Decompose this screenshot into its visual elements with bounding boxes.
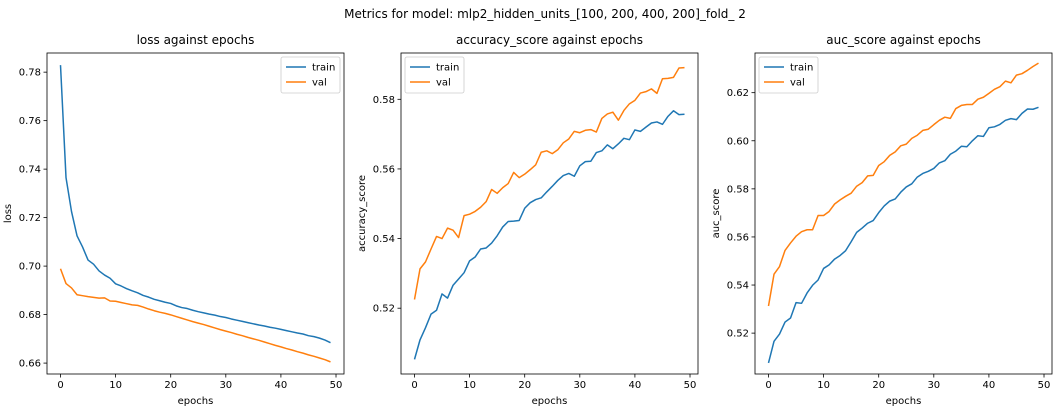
auc-xtick-label: 10 <box>817 380 830 391</box>
auc-xtick-label: 50 <box>1038 380 1051 391</box>
figure-suptitle: Metrics for model: mlp2_hidden_units_[10… <box>344 7 746 21</box>
loss-ytick-label: 0.70 <box>19 262 41 273</box>
accuracy-chart-title: accuracy_score against epochs <box>456 33 643 47</box>
accuracy-xtick-label: 0 <box>411 380 417 391</box>
auc-xtick-label: 0 <box>765 380 771 391</box>
loss-series-val-line <box>59 268 331 363</box>
loss-ytick-label: 0.74 <box>19 165 41 176</box>
loss-xtick-label: 40 <box>275 380 288 391</box>
loss-legend: train val <box>280 56 341 94</box>
loss-xtick-label: 30 <box>219 380 232 391</box>
accuracy-legend: train val <box>404 56 465 94</box>
loss-series-train-line <box>59 65 331 344</box>
accuracy-legend-label-val: val <box>436 78 451 89</box>
auc-xtick-label: 40 <box>983 380 996 391</box>
auc-x-axis-label: epochs <box>886 396 922 407</box>
accuracy-xtick-label: 50 <box>684 380 697 391</box>
accuracy-ytick-label: 0.58 <box>373 95 395 106</box>
accuracy-legend-label-train: train <box>436 63 459 74</box>
accuracy-axes-frame <box>400 52 699 375</box>
accuracy-xtick-label: 20 <box>518 380 531 391</box>
accuracy-series-val-line <box>413 66 685 300</box>
auc-y-axis-label: auc_score <box>711 189 722 239</box>
loss-legend-box <box>280 56 341 94</box>
loss-legend-label-train: train <box>312 63 335 74</box>
loss-ytick-label: 0.76 <box>19 116 41 127</box>
auc-ytick-label: 0.62 <box>727 88 749 99</box>
auc-ytick-label: 0.60 <box>727 136 749 147</box>
loss-chart-title: loss against epochs <box>137 33 255 47</box>
accuracy-ytick-label: 0.52 <box>373 304 395 315</box>
loss-y-axis-label: loss <box>3 204 14 223</box>
auc-legend-label-train: train <box>790 63 813 74</box>
loss-ytick-label: 0.66 <box>19 359 41 370</box>
auc-ytick-label: 0.58 <box>727 184 749 195</box>
loss-legend-label-val: val <box>312 78 327 89</box>
auc-ytick-label: 0.54 <box>727 281 749 292</box>
loss-axes-frame <box>46 52 345 375</box>
auc-legend-box <box>758 56 819 94</box>
accuracy-x-axis-label: epochs <box>532 396 568 407</box>
loss-x-axis-label: epochs <box>178 396 214 407</box>
auc-xtick-label: 20 <box>872 380 885 391</box>
loss-xtick-label: 0 <box>57 380 63 391</box>
auc-ytick-label: 0.56 <box>727 232 749 243</box>
loss-ytick-label: 0.72 <box>19 213 41 224</box>
accuracy-xtick-label: 40 <box>629 380 642 391</box>
loss-xtick-label: 10 <box>109 380 122 391</box>
loss-ytick-label: 0.78 <box>19 68 41 79</box>
accuracy-series-train-line <box>413 110 685 360</box>
auc-axes-frame <box>754 52 1053 375</box>
auc-legend-label-val: val <box>790 78 805 89</box>
accuracy-xtick-label: 10 <box>463 380 476 391</box>
auc-xtick-label: 30 <box>927 380 940 391</box>
auc-chart-title: auc_score against epochs <box>826 33 980 47</box>
accuracy-y-axis-label: accuracy_score <box>357 175 368 252</box>
loss-xtick-label: 50 <box>330 380 343 391</box>
auc-legend: train val <box>758 56 819 94</box>
charts-root: loss against epochs 0 10 20 30 40 50 0.66 0.68 0.… <box>3 33 1053 407</box>
accuracy-ytick-label: 0.56 <box>373 164 395 175</box>
accuracy-chart: accuracy_score against epochs 0 10 20 30 40 50… <box>357 33 699 407</box>
auc-chart: auc_score against epochs 0 10 20 30 40 50 0.52 0… <box>711 33 1053 407</box>
loss-chart: loss against epochs 0 10 20 30 40 50 0.66 0.68 0.… <box>3 33 345 407</box>
auc-series-train-line <box>767 106 1039 364</box>
auc-series-val-line <box>767 62 1039 307</box>
accuracy-legend-box <box>404 56 465 94</box>
auc-ytick-label: 0.52 <box>727 329 749 340</box>
loss-xtick-label: 20 <box>164 380 177 391</box>
accuracy-ytick-label: 0.54 <box>373 234 395 245</box>
loss-ytick-label: 0.68 <box>19 310 41 321</box>
accuracy-xtick-label: 30 <box>573 380 586 391</box>
